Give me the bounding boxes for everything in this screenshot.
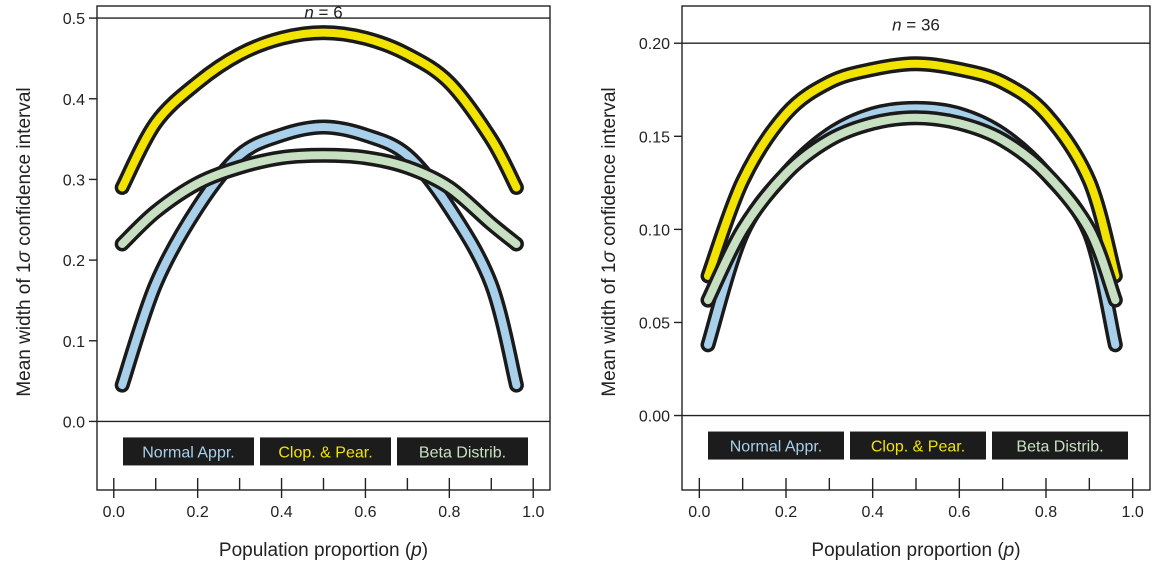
plot-frame bbox=[681, 5, 1151, 491]
title-n-value: 36 bbox=[921, 16, 940, 35]
y-axis-label-symbol: σ bbox=[599, 250, 620, 263]
y-axis-label: Mean width of 1σ confidence interval bbox=[14, 87, 35, 396]
y-axis-label-symbol: σ bbox=[14, 250, 35, 263]
series-outline bbox=[114, 119, 524, 393]
y-tick-label-1: 0.05 bbox=[639, 315, 670, 332]
series-line bbox=[118, 28, 521, 192]
series-line bbox=[118, 151, 521, 248]
x-axis-label-open: ( bbox=[992, 540, 1004, 561]
series-line bbox=[704, 59, 1120, 280]
legend-box-3 bbox=[992, 431, 1128, 460]
y-axis-label-pre: Mean width of 1 bbox=[599, 263, 620, 397]
y-tick-label-1: 0.1 bbox=[63, 334, 85, 351]
x-axis-label: Population proportion (p) bbox=[811, 540, 1020, 561]
x-tick-label-1: 0.2 bbox=[775, 504, 797, 521]
legend-label-2: Clop. & Pear. bbox=[871, 439, 965, 456]
y-tick-label-4: 0.4 bbox=[63, 92, 85, 109]
y-tick-label-0: 0.0 bbox=[63, 414, 85, 431]
legend-label-3: Beta Distrib. bbox=[1016, 439, 1103, 456]
x-tick-label-4: 0.8 bbox=[438, 504, 460, 521]
x-tick-label-5: 1.0 bbox=[1122, 504, 1144, 521]
x-tick-label-3: 0.6 bbox=[948, 504, 970, 521]
y-axis-label: Mean width of 1σ confidence interval bbox=[599, 87, 620, 396]
title-n-symbol: n bbox=[304, 3, 313, 22]
panel-title: n = 6 bbox=[304, 3, 342, 22]
y-tick-label-0: 0.00 bbox=[639, 409, 670, 426]
legend-box-2 bbox=[260, 437, 391, 466]
y-tick-label-5: 0.5 bbox=[63, 11, 85, 28]
series-2 bbox=[114, 25, 524, 195]
legend: Normal Appr. Clop. & Pear. Beta Distrib. bbox=[123, 437, 528, 466]
y-tick-label-2: 0.10 bbox=[639, 222, 670, 239]
series-outline bbox=[700, 56, 1123, 284]
x-axis-label: Population proportion (p) bbox=[219, 540, 428, 561]
legend-box-2 bbox=[850, 431, 986, 460]
x-tick-label-0: 0.0 bbox=[688, 504, 710, 521]
x-axis-label-symbol: p bbox=[410, 540, 422, 561]
y-axis-label-post: confidence interval bbox=[14, 87, 35, 251]
y-tick-label-3: 0.15 bbox=[639, 129, 670, 146]
legend-box-3 bbox=[397, 437, 528, 466]
x-tick-label-3: 0.6 bbox=[354, 504, 376, 521]
x-axis-label-text: Population proportion bbox=[811, 540, 992, 561]
legend: Normal Appr. Clop. & Pear. Beta Distrib. bbox=[708, 431, 1128, 460]
x-axis-label-open: ( bbox=[400, 540, 412, 561]
x-axis-label-text: Population proportion bbox=[219, 540, 400, 561]
x-axis-label-close: ) bbox=[1014, 540, 1020, 561]
legend-label-1: Normal Appr. bbox=[730, 439, 822, 456]
x-axis-label-close: ) bbox=[422, 540, 428, 561]
series-line bbox=[704, 113, 1120, 305]
y-tick-label-3: 0.3 bbox=[63, 172, 85, 189]
x-tick-label-4: 0.8 bbox=[1035, 504, 1057, 521]
title-equals: = bbox=[314, 3, 333, 22]
series-outline bbox=[114, 25, 524, 195]
x-axis-label-symbol: p bbox=[1003, 540, 1015, 561]
series-line bbox=[118, 123, 521, 390]
y-tick-label-4: 0.20 bbox=[639, 36, 670, 53]
series-3 bbox=[114, 147, 524, 252]
series-1 bbox=[114, 119, 524, 393]
legend-label-1: Normal Appr. bbox=[142, 444, 234, 461]
x-tick-label-5: 1.0 bbox=[522, 504, 544, 521]
series-2 bbox=[700, 56, 1123, 284]
legend-label-2: Clop. & Pear. bbox=[278, 444, 372, 461]
title-n-value: 6 bbox=[333, 3, 342, 22]
legend-box-1 bbox=[708, 431, 844, 460]
legend-box-1 bbox=[123, 437, 254, 466]
chart-panel-2: n = 36 0.00 0.05 0.10 0.15 0.20 0.0 0.2 0.4 0.6 0.… bbox=[599, 5, 1151, 561]
chart-panel-1: n = 6 0.0 0.1 0.2 0.3 0.4 0.5 0.0 0.2 0.4 0.6 0.8 1.… bbox=[14, 3, 551, 561]
y-axis-label-pre: Mean width of 1 bbox=[14, 263, 35, 397]
title-equals: = bbox=[902, 16, 921, 35]
series-3 bbox=[700, 110, 1123, 308]
y-axis-label-post: confidence interval bbox=[599, 87, 620, 251]
legend-label-3: Beta Distrib. bbox=[419, 444, 506, 461]
x-tick-label-2: 0.4 bbox=[862, 504, 884, 521]
y-tick-label-2: 0.2 bbox=[63, 253, 85, 270]
x-tick-label-1: 0.2 bbox=[187, 504, 209, 521]
panel-title: n = 36 bbox=[892, 16, 940, 35]
x-tick-label-2: 0.4 bbox=[270, 504, 292, 521]
x-tick-label-0: 0.0 bbox=[103, 504, 125, 521]
title-n-symbol: n bbox=[892, 16, 901, 35]
